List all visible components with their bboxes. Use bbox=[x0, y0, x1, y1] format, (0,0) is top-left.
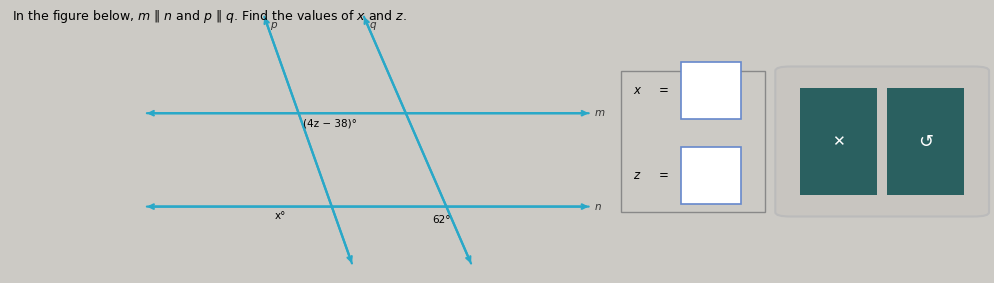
Text: $z$: $z$ bbox=[633, 169, 641, 182]
Text: =: = bbox=[659, 84, 669, 97]
FancyBboxPatch shape bbox=[681, 147, 741, 204]
Text: q: q bbox=[370, 20, 377, 30]
Text: $x$: $x$ bbox=[633, 84, 642, 97]
Text: =: = bbox=[659, 169, 669, 182]
Text: In the figure below, $m$ $\|$ $n$ and $p$ $\|$ $q$. Find the values of $x$ and $: In the figure below, $m$ $\|$ $n$ and $p… bbox=[12, 8, 407, 25]
FancyBboxPatch shape bbox=[681, 62, 741, 119]
FancyBboxPatch shape bbox=[775, 67, 989, 216]
Text: (4z − 38)°: (4z − 38)° bbox=[303, 118, 357, 128]
Text: n: n bbox=[594, 201, 601, 212]
Text: m: m bbox=[594, 108, 604, 118]
FancyBboxPatch shape bbox=[621, 71, 765, 212]
FancyBboxPatch shape bbox=[888, 88, 964, 195]
FancyBboxPatch shape bbox=[800, 88, 878, 195]
Text: x°: x° bbox=[274, 211, 286, 221]
Text: ↺: ↺ bbox=[918, 132, 933, 151]
Text: 62°: 62° bbox=[432, 215, 451, 225]
Text: ✕: ✕ bbox=[832, 134, 845, 149]
Text: p: p bbox=[270, 20, 277, 30]
